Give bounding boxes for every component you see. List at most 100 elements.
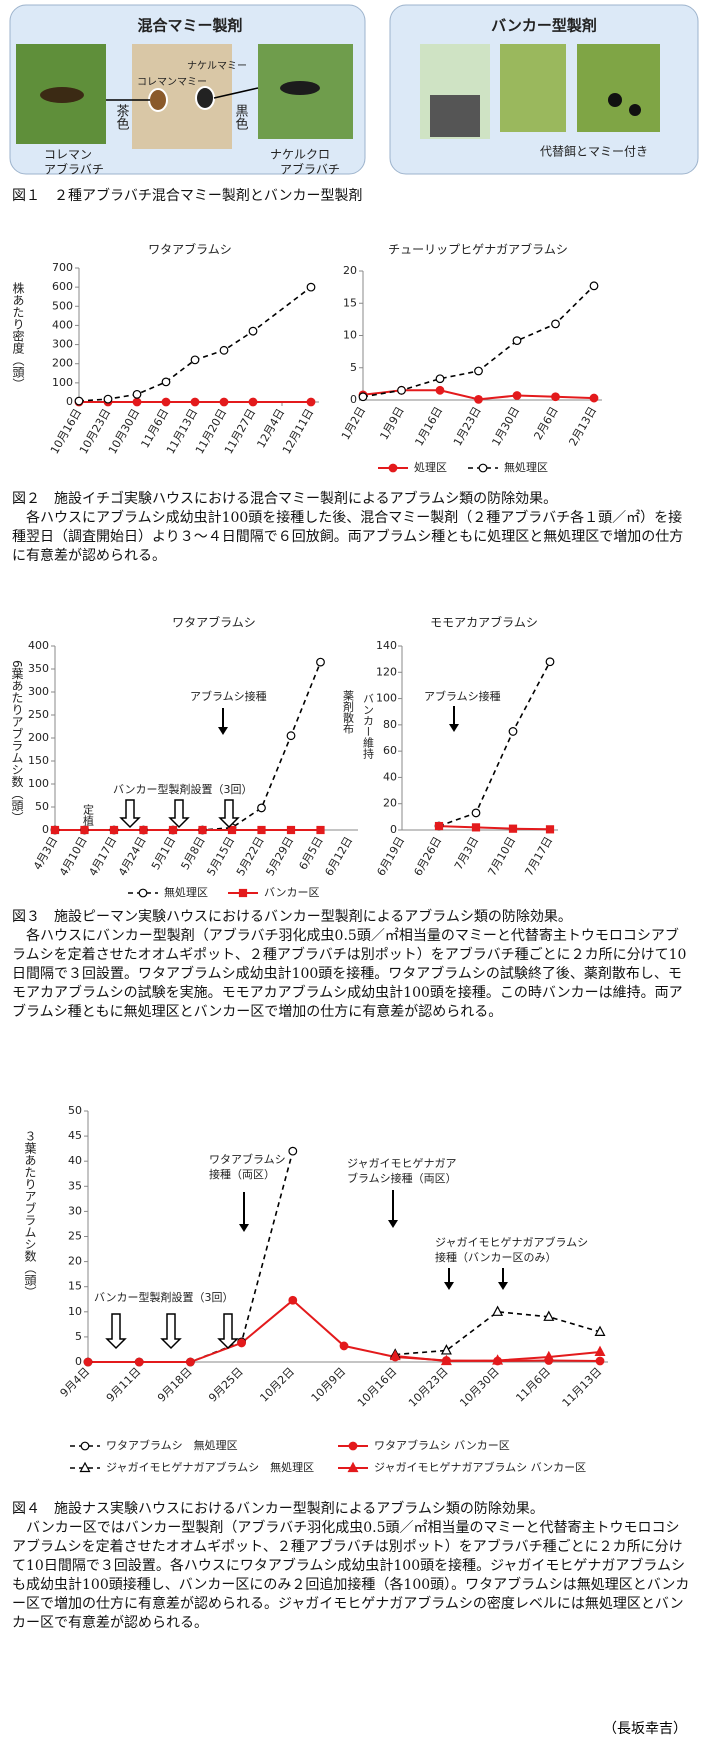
data-point [543, 1350, 555, 1362]
data-point [512, 391, 522, 400]
x-tick-label: 4月10日 [57, 835, 90, 879]
caption-body: 各ハウスにアブラムシ成幼虫計100頭を接種した後、混合マミー製剤（２種アブラバチ… [12, 510, 684, 564]
y-tick-label: 10 [68, 1305, 82, 1318]
x-tick-label: 11月6日 [138, 407, 171, 451]
y-tick-label: 400 [28, 639, 49, 652]
y-tick-label: 20 [343, 264, 357, 277]
annotation: 薬剤散布 [342, 690, 355, 735]
photo-label: コレマンマミー [137, 77, 207, 88]
data-point [545, 657, 555, 667]
y-tick-label: 250 [28, 708, 49, 721]
data-point [306, 282, 316, 292]
x-tick-label: 10月23日 [406, 1365, 451, 1410]
photo [577, 44, 660, 132]
x-tick-label: 1月16日 [412, 405, 445, 449]
data-point [257, 825, 266, 835]
x-tick-label: 6月12日 [322, 835, 355, 879]
y-tick-label: 15 [68, 1280, 82, 1293]
hollow-arrow [168, 799, 190, 829]
y-tick-label: 0 [75, 1355, 82, 1368]
x-tick-label: 1月2日 [339, 405, 368, 443]
data-point [237, 1338, 247, 1348]
data-point [248, 326, 258, 336]
data-point [595, 1356, 605, 1366]
legend-label: 処理区 [414, 461, 447, 474]
legend-label: 無処理区 [504, 460, 548, 474]
y-tick-label: 30 [68, 1204, 82, 1217]
y-tick-label: 100 [376, 692, 397, 705]
series-line [395, 1310, 601, 1356]
data-point [589, 281, 599, 291]
x-tick-label: 10月16日 [355, 1365, 400, 1410]
data-point [316, 825, 325, 835]
x-tick-label: 10月2日 [257, 1365, 297, 1405]
y-tick-label: 50 [68, 1104, 82, 1117]
y-tick-label: 35 [68, 1179, 82, 1192]
data-point [219, 397, 229, 407]
y-tick-label: 5 [75, 1330, 82, 1343]
data-point [594, 1345, 606, 1357]
data-point [474, 366, 483, 376]
author: （長坂幸吉） [603, 1721, 687, 1737]
series-line [438, 661, 551, 827]
caption-body: バンカー区ではバンカー型製剤（アブラバチ羽化成虫0.5頭／㎡相当量のマミーと代替… [12, 1520, 690, 1631]
data-point [435, 374, 445, 384]
data-point [190, 355, 200, 365]
hollow-arrow [218, 799, 240, 829]
data-point [440, 1354, 452, 1366]
x-tick-label: 7月17日 [522, 835, 555, 879]
y-tick-label: 40 [68, 1154, 82, 1167]
data-point [492, 1305, 504, 1316]
x-tick-label: 5月22日 [234, 835, 267, 879]
y-tick-label: 200 [52, 357, 73, 370]
y-tick-label: 60 [383, 744, 397, 757]
y-tick-label: 0 [42, 823, 49, 836]
hollow-arrow [217, 1313, 239, 1350]
x-tick-label: 2月6日 [531, 405, 560, 443]
photo-label: ナケルマミー [187, 60, 247, 72]
x-tick-label: 6月5日 [296, 835, 325, 873]
arrow-head [498, 1282, 508, 1290]
data-point [594, 1325, 606, 1336]
caption-title: 図２ 施設イチゴ実験ハウスにおける混合マミー製剤によるアブラムシ類の防除効果。 [12, 491, 558, 507]
x-tick-label: 12月4日 [254, 407, 287, 451]
data-point [132, 397, 142, 407]
data-point [508, 727, 518, 736]
data-point [306, 397, 316, 407]
y-axis-label: 株あたり密度（頭） [11, 281, 25, 390]
arrow-head [449, 724, 459, 732]
photo-detail [40, 87, 84, 103]
y-tick-label: 5 [350, 361, 357, 374]
chart-title: ワタアブラムシ [172, 615, 256, 630]
y-axis-label: 6葉あたりアブラムシ数（頭） [10, 660, 24, 824]
y-tick-label: 0 [350, 393, 357, 406]
panel-title: バンカー型製剤 [491, 17, 597, 35]
chart-title: チューリップヒゲナガアブラムシ [388, 242, 568, 257]
y-tick-label: 80 [383, 718, 397, 731]
data-point [248, 397, 258, 407]
data-point [74, 396, 84, 406]
annotation: ワタアブラムシ [209, 1152, 286, 1166]
photo-detail [148, 88, 168, 112]
x-tick-label: 11月13日 [560, 1365, 605, 1410]
chart-title: ワタアブラムシ [148, 242, 232, 257]
photo-label: アブラバチ [44, 162, 104, 177]
photo-detail [430, 95, 480, 137]
arrow-head [218, 727, 228, 735]
data-point [339, 1341, 349, 1351]
series-line [88, 1298, 601, 1363]
y-tick-label: 700 [52, 261, 73, 274]
legend-marker [347, 1461, 359, 1473]
arrow-head [239, 1224, 249, 1232]
y-tick-label: 400 [52, 318, 73, 331]
x-tick-label: 10月9日 [309, 1365, 349, 1405]
data-point [434, 821, 444, 831]
x-tick-label: 9月18日 [155, 1365, 195, 1405]
data-point [257, 803, 266, 813]
data-point [198, 825, 207, 835]
legend-label: ジャガイモヒゲナガアブラムシ 無処理区 [106, 1460, 314, 1474]
data-point [551, 392, 560, 402]
data-point [435, 385, 445, 395]
y-axis-label: ３葉あたりアブラムシ数（頭） [23, 1130, 37, 1298]
